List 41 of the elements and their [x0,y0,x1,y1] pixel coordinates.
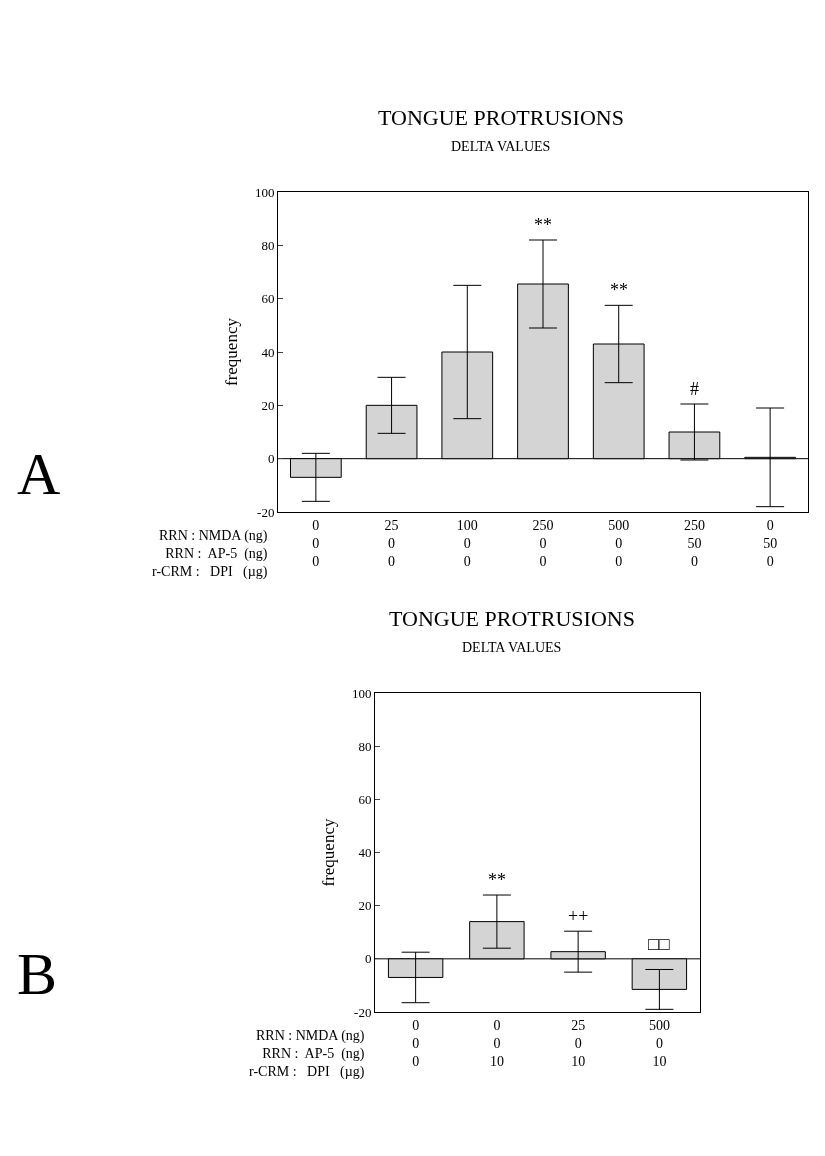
y-axis-title: frequency [319,818,339,887]
chart-subtitle: DELTA VALUES [462,640,562,655]
y-tick-label: 40 [261,344,275,360]
data-label: ++ [568,906,589,926]
y-tick-label: 20 [358,898,372,914]
x-tick-label: 100 0 0 [456,517,478,570]
x-tick-label: 25 0 0 [384,517,399,570]
x-tick-label: 250 50 0 [683,517,705,570]
y-tick-label: 40 [358,845,372,861]
y-tick-label: 0 [267,451,275,467]
data-label: ** [610,280,628,300]
x-tick-label: 0 0 0 [312,517,320,570]
y-tick-label: 80 [261,237,275,253]
data-label: # [690,379,699,399]
x-axis-title: RRN : NMDA (ng) RRN : AP-5 (ng) r-CRM : DPI (µg) [152,528,268,581]
chart-title: TONGUE PROTRUSIONS [378,105,624,130]
y-tick-label: -20 [354,1004,372,1020]
x-tick-label: 0 0 0 [412,1017,420,1070]
x-tick-label: 500 0 0 [608,517,630,570]
y-tick-label: 80 [358,738,372,754]
x-tick-label: 0 50 0 [763,517,778,570]
data-label: ** [534,215,552,235]
x-tick-label: 250 0 0 [532,517,554,570]
x-tick-label: 0 0 10 [489,1017,504,1070]
x-tick-label: 500 0 10 [648,1017,670,1070]
x-axis-title: RRN : NMDA (ng) RRN : AP-5 (ng) r-CRM : DPI (µg) [249,1028,365,1081]
x-tick-label: 25 0 10 [571,1017,586,1070]
chart-title: TONGUE PROTRUSIONS [389,606,635,631]
y-axis-title: frequency [222,317,242,386]
chart-subtitle: DELTA VALUES [451,139,551,154]
text: B [17,941,58,1007]
y-tick-label: -20 [257,504,275,520]
y-tick-label: 60 [358,791,372,807]
y-tick-label: 100 [254,184,275,200]
y-tick-label: 100 [351,685,372,701]
data-label: □□ [648,934,670,954]
text: A [17,441,61,507]
y-tick-label: 60 [261,291,275,307]
y-tick-label: 0 [364,951,372,967]
data-label: ** [488,870,506,890]
y-tick-label: 20 [261,397,275,413]
